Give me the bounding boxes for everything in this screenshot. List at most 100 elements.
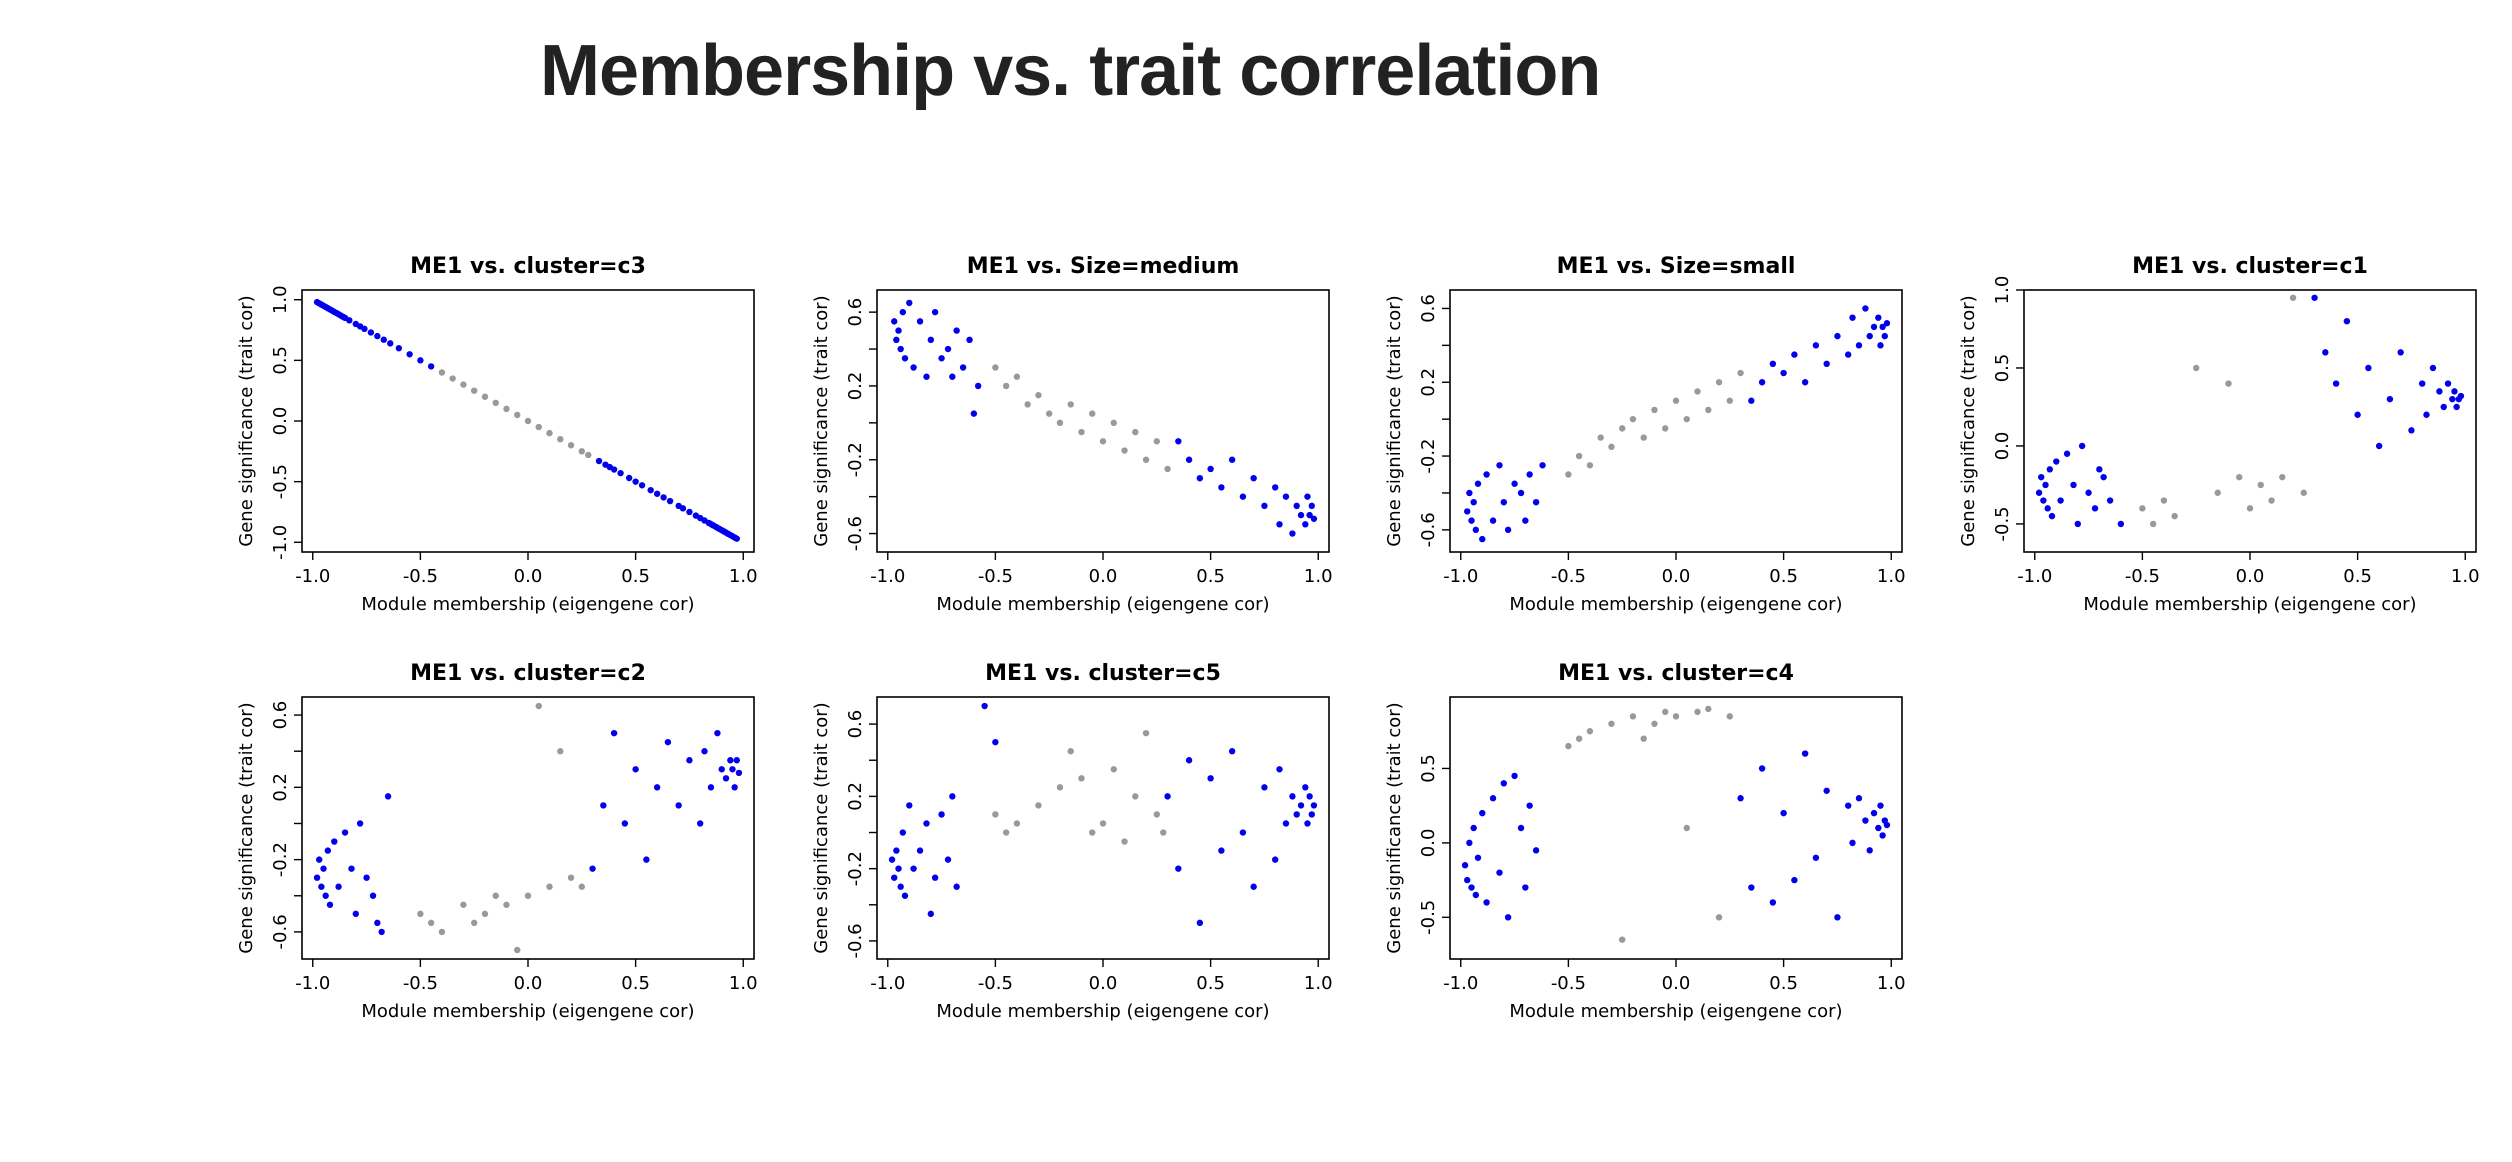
- data-point: [1282, 820, 1290, 827]
- data-point: [1526, 471, 1533, 478]
- data-point: [1877, 342, 1884, 349]
- data-point: [578, 883, 586, 890]
- data-point: [2053, 458, 2060, 465]
- data-point: [895, 865, 902, 872]
- data-point: [1472, 891, 1480, 899]
- data-point: [927, 336, 935, 344]
- data-point: [2354, 411, 2361, 418]
- data-point: [589, 865, 596, 872]
- data-point: [492, 892, 499, 899]
- data-point: [610, 466, 618, 473]
- x-tick-label: 0.0: [2236, 566, 2265, 587]
- data-point: [1160, 829, 1167, 836]
- data-point: [1866, 847, 1873, 854]
- data-point: [1466, 489, 1473, 497]
- data-point: [2440, 403, 2447, 411]
- data-point: [1748, 397, 1755, 404]
- plot-frame: [876, 696, 1330, 960]
- data-point: [341, 829, 349, 836]
- data-point: [2279, 473, 2286, 481]
- scatter-panel: ME1 vs. cluster=c5 -1.0 -0.5 0.0 0.5 1.0 -0.6 -…: [805, 652, 1375, 1062]
- data-point: [718, 766, 725, 773]
- data-point: [1870, 809, 1878, 817]
- data-point: [638, 482, 646, 489]
- y-tick-label: 0.0: [1418, 829, 1439, 858]
- scatter-plot: ME1 vs. cluster=c1 -1.0 -0.5 0.0 0.5 1.0 -0.5 0…: [1958, 254, 2480, 615]
- y-tick-label: -0.5: [1418, 900, 1439, 935]
- x-tick-label: 0.0: [514, 566, 543, 587]
- data-point: [1855, 342, 1863, 349]
- scatter-panel: ME1 vs. Size=medium -1.0 -0.5 0.0 0.5 1.0 -0.6…: [805, 245, 1375, 655]
- x-tick-label: -0.5: [403, 973, 438, 994]
- data-point: [503, 405, 510, 413]
- y-tick-label: 1.0: [1992, 276, 2013, 305]
- data-point: [1875, 824, 1882, 832]
- data-point: [1748, 884, 1755, 891]
- data-point: [1164, 465, 1171, 473]
- data-point: [427, 919, 435, 927]
- data-point: [2449, 395, 2456, 403]
- data-point: [731, 784, 738, 791]
- data-point: [1862, 817, 1869, 824]
- x-tick-label: -0.5: [403, 566, 438, 587]
- plot-title: ME1 vs. cluster=c4: [1558, 661, 1794, 686]
- data-point: [1640, 434, 1647, 441]
- data-point: [899, 829, 907, 836]
- data-point: [679, 505, 687, 512]
- data-point: [707, 784, 715, 791]
- data-point: [1489, 795, 1497, 802]
- data-point: [1662, 708, 1669, 716]
- data-point: [949, 793, 956, 800]
- data-point: [2268, 497, 2275, 504]
- data-point: [1479, 535, 1486, 543]
- data-point: [514, 411, 521, 419]
- data-point: [1207, 465, 1214, 473]
- x-tick-label: -1.0: [1443, 566, 1478, 587]
- data-point: [1511, 480, 1518, 487]
- data-point: [923, 820, 930, 827]
- data-point: [1175, 438, 1182, 445]
- data-point: [953, 883, 960, 890]
- x-tick-label: -1.0: [295, 566, 330, 587]
- data-point: [1468, 517, 1475, 524]
- data-point: [2453, 403, 2460, 411]
- data-point: [578, 448, 586, 455]
- page-title: Membership vs. trait correlation: [540, 31, 1601, 111]
- data-point: [2046, 466, 2054, 473]
- data-point: [331, 838, 338, 845]
- y-tick-label: -0.2: [845, 851, 866, 886]
- data-point: [1308, 811, 1315, 818]
- x-tick-label: 0.0: [1089, 973, 1118, 994]
- data-point: [2322, 349, 2329, 356]
- y-tick-label: 0.2: [845, 372, 866, 401]
- data-point: [460, 901, 467, 908]
- plot-title: ME1 vs. Size=small: [1557, 254, 1796, 279]
- data-point: [992, 738, 999, 746]
- data-point: [481, 910, 489, 918]
- data-point: [417, 357, 424, 364]
- y-tick-label: 0.2: [270, 773, 291, 802]
- data-point: [970, 410, 978, 417]
- data-point: [1844, 802, 1852, 809]
- data-point: [931, 874, 939, 881]
- data-point: [1271, 484, 1279, 491]
- data-point: [923, 373, 930, 380]
- data-point: [1758, 765, 1766, 772]
- y-tick-label: 0.0: [1992, 432, 2013, 461]
- data-point: [2436, 388, 2443, 395]
- data-point: [1239, 829, 1247, 836]
- data-points: [891, 299, 1318, 537]
- data-point: [1879, 323, 1886, 331]
- data-point: [666, 497, 674, 505]
- data-points: [313, 298, 740, 542]
- data-point: [2343, 317, 2351, 325]
- data-point: [1855, 795, 1863, 802]
- data-point: [1132, 793, 1139, 800]
- y-tick-label: -0.5: [270, 464, 291, 499]
- data-point: [1834, 914, 1841, 921]
- scatter-panel: ME1 vs. cluster=c3 -1.0 -0.5 0.0 0.5 1.0 -1.0 -…: [230, 245, 800, 655]
- scatter-panel: ME1 vs. Size=small -1.0 -0.5 0.0 0.5 1.0 -0.6 -…: [1378, 245, 1948, 655]
- data-point: [1640, 735, 1647, 742]
- data-point: [1662, 425, 1669, 432]
- data-point: [660, 494, 667, 501]
